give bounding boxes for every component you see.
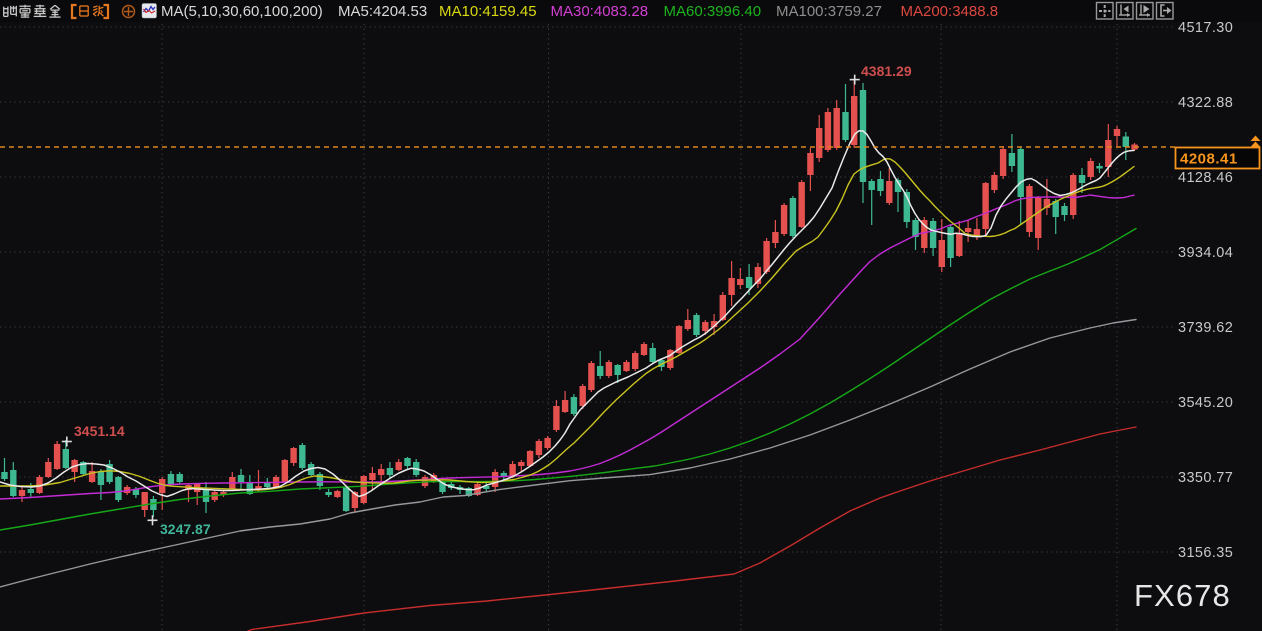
svg-text:MA(5,10,30,60,100,200): MA(5,10,30,60,100,200) bbox=[161, 3, 323, 20]
svg-text:MA100:3759.27: MA100:3759.27 bbox=[776, 3, 882, 20]
svg-text:4381.29: 4381.29 bbox=[861, 63, 912, 79]
svg-text:FX678: FX678 bbox=[1134, 578, 1231, 613]
svg-text:3451.14: 3451.14 bbox=[74, 423, 125, 439]
svg-text:MA10:4159.45: MA10:4159.45 bbox=[439, 3, 537, 20]
svg-text:3156.35: 3156.35 bbox=[1178, 545, 1233, 561]
svg-text:4517.30: 4517.30 bbox=[1178, 20, 1233, 36]
svg-text:MA200:3488.8: MA200:3488.8 bbox=[901, 3, 999, 20]
svg-text:3934.04: 3934.04 bbox=[1178, 245, 1233, 261]
svg-text:3247.87: 3247.87 bbox=[160, 521, 211, 537]
svg-text:4128.46: 4128.46 bbox=[1178, 170, 1233, 186]
svg-text:3545.20: 3545.20 bbox=[1178, 395, 1233, 411]
svg-text:MA5:4204.53: MA5:4204.53 bbox=[338, 3, 427, 20]
svg-text:MA60:3996.40: MA60:3996.40 bbox=[664, 3, 762, 20]
svg-text:4208.41: 4208.41 bbox=[1180, 151, 1238, 168]
svg-text:MA30:4083.28: MA30:4083.28 bbox=[551, 3, 649, 20]
svg-text:4322.88: 4322.88 bbox=[1178, 95, 1233, 111]
svg-text:3350.77: 3350.77 bbox=[1178, 470, 1233, 486]
svg-text:3739.62: 3739.62 bbox=[1178, 320, 1233, 336]
